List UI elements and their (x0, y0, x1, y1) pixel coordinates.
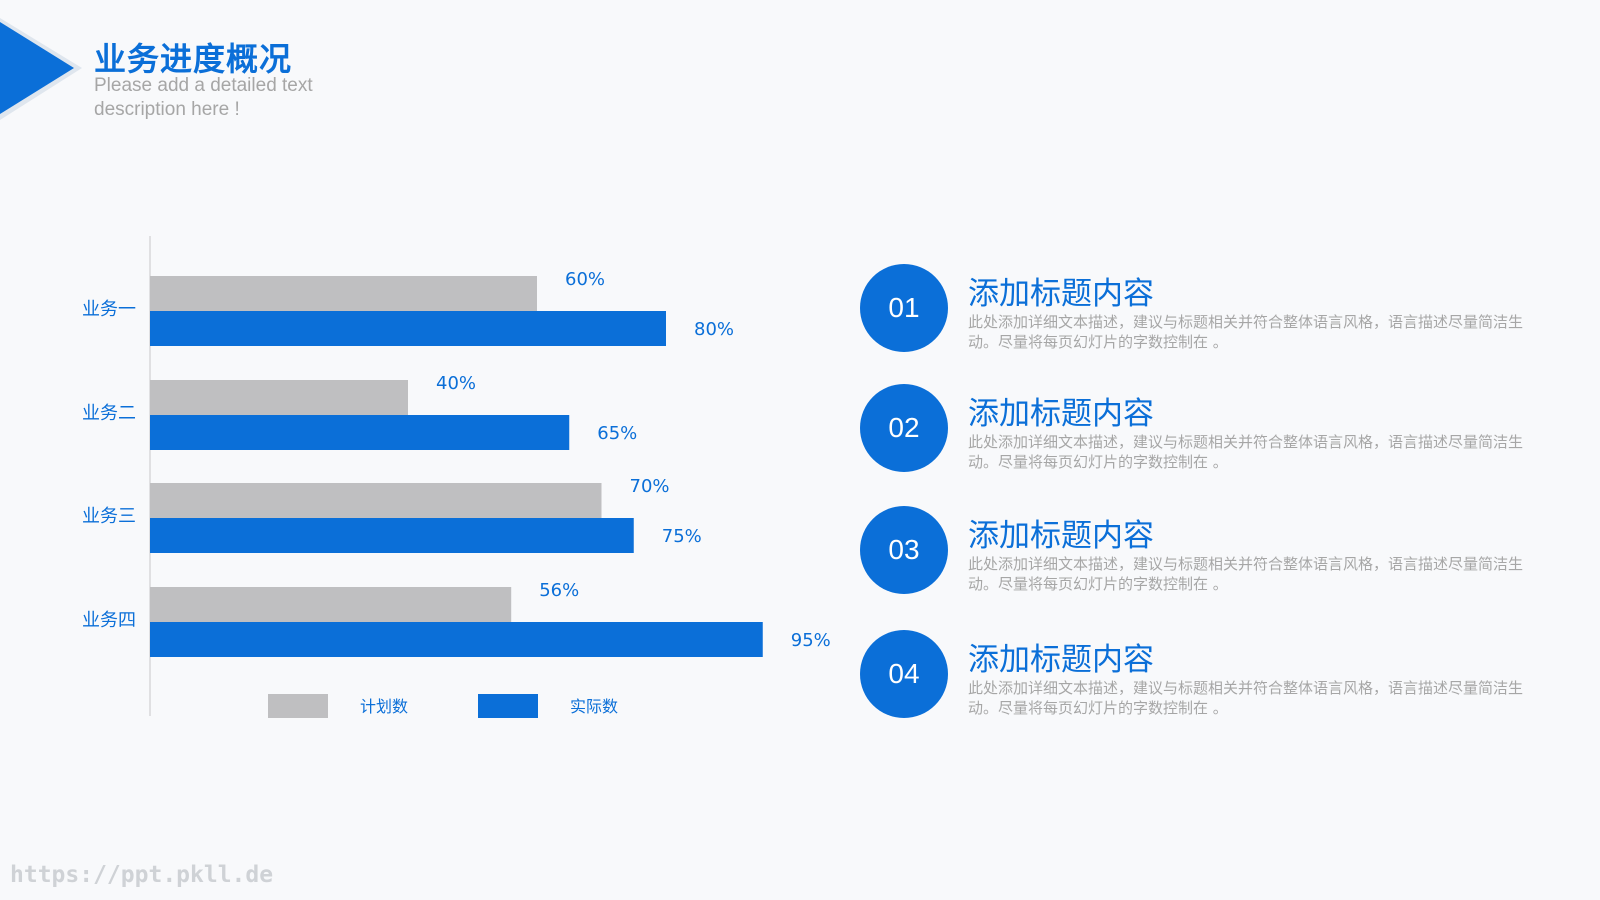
bar-plan (150, 276, 537, 311)
item-number-badge: 03 (860, 506, 948, 594)
content-item-3: 03 添加标题内容 此处添加详细文本描述，建议与标题相关并符合整体语言风格，语言… (860, 506, 1540, 598)
bar-plan (150, 587, 512, 622)
bar-value-label: 75% (662, 526, 702, 547)
corner-triangle-decoration (0, 18, 82, 120)
content-item-1: 01 添加标题内容 此处添加详细文本描述，建议与标题相关并符合整体语言风格，语言… (860, 264, 1540, 356)
category-label: 业务四 (82, 610, 136, 631)
bar-actual (150, 311, 666, 346)
item-number-badge: 04 (860, 630, 948, 718)
item-number-badge: 02 (860, 384, 948, 472)
item-title: 添加标题内容 (968, 642, 1154, 678)
bar-plan (150, 380, 408, 415)
category-label: 业务一 (82, 299, 136, 320)
bar-value-label: 65% (597, 423, 637, 444)
legend-label: 实际数 (570, 697, 618, 716)
category-label: 业务三 (82, 506, 136, 527)
bar-actual (150, 622, 763, 657)
bar-value-label: 60% (565, 269, 605, 290)
footer-url: https://ppt.pkll.de (10, 862, 274, 888)
bar-value-label: 95% (791, 630, 831, 651)
legend-swatch (478, 694, 538, 718)
bar-plan (150, 483, 602, 518)
item-description: 此处添加详细文本描述，建议与标题相关并符合整体语言风格，语言描述尽量简洁生动。尽… (968, 433, 1524, 471)
legend-swatch (268, 694, 328, 718)
content-item-4: 04 添加标题内容 此处添加详细文本描述，建议与标题相关并符合整体语言风格，语言… (860, 630, 1540, 722)
bar-value-label: 80% (694, 319, 734, 340)
item-title: 添加标题内容 (968, 276, 1154, 312)
category-label: 业务二 (82, 403, 136, 424)
item-number-badge: 01 (860, 264, 948, 352)
item-description: 此处添加详细文本描述，建议与标题相关并符合整体语言风格，语言描述尽量简洁生动。尽… (968, 313, 1524, 351)
bar-value-label: 40% (436, 373, 476, 394)
item-title: 添加标题内容 (968, 518, 1154, 554)
bar-actual (150, 518, 634, 553)
page-subtitle: Please add a detailed text description h… (94, 75, 313, 120)
bar-actual (150, 415, 570, 450)
item-description: 此处添加详细文本描述，建议与标题相关并符合整体语言风格，语言描述尽量简洁生动。尽… (968, 679, 1524, 717)
bar-value-label: 70% (630, 476, 670, 497)
bar-value-label: 56% (539, 580, 579, 601)
content-item-2: 02 添加标题内容 此处添加详细文本描述，建议与标题相关并符合整体语言风格，语言… (860, 384, 1540, 476)
page-title: 业务进度概况 (94, 40, 293, 78)
progress-bar-chart: 业务一 60% 80% 业务二 40% 65% 业务三 70% 75% 业务四 56% 95% 计划数 实… (82, 236, 831, 718)
item-title: 添加标题内容 (968, 396, 1154, 432)
legend-label: 计划数 (360, 697, 408, 716)
item-description: 此处添加详细文本描述，建议与标题相关并符合整体语言风格，语言描述尽量简洁生动。尽… (968, 555, 1524, 593)
